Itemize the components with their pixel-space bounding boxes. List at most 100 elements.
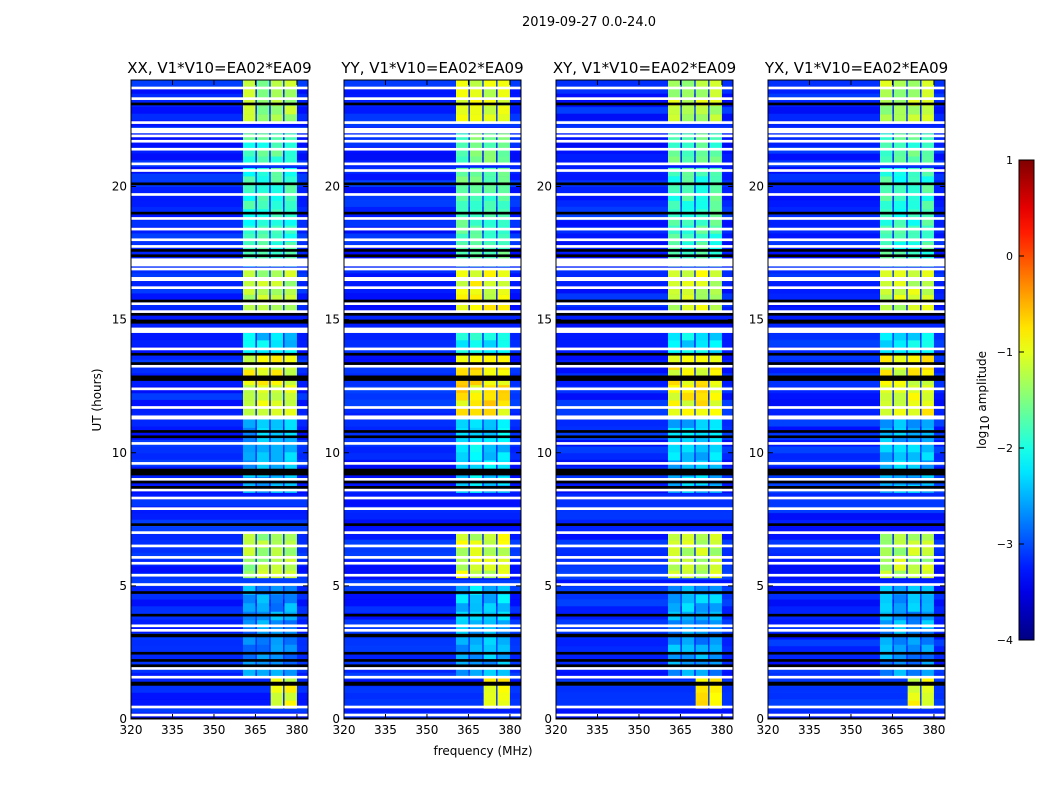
heatmap-cell — [921, 377, 934, 386]
heatmap-cell — [243, 619, 256, 629]
heatmap-cell — [483, 585, 497, 595]
heatmap-row — [344, 525, 521, 534]
heatmap-cell — [907, 619, 921, 629]
heatmap-cell — [243, 294, 256, 304]
heatmap-row — [131, 113, 308, 121]
heatmap-cell — [243, 192, 256, 201]
zero-row — [344, 681, 521, 686]
zero-row — [131, 651, 308, 655]
heatmap-cell — [709, 192, 722, 201]
heatmap-cell — [456, 167, 469, 177]
heatmap-cell — [668, 547, 681, 556]
heatmap-cell — [907, 303, 921, 312]
heatmap-cell — [483, 644, 497, 653]
zero-row — [556, 182, 733, 186]
heatmap-row — [131, 525, 308, 534]
heatmap-cell — [497, 114, 510, 123]
zero-row — [556, 633, 733, 638]
zero-row — [768, 430, 945, 433]
heatmap-row — [344, 426, 521, 434]
heatmap-cell — [483, 148, 497, 157]
heatmap-row — [768, 585, 945, 594]
heatmap-cell — [907, 644, 921, 653]
heatmap-row — [768, 332, 945, 341]
heatmap-cell — [243, 369, 256, 378]
heatmap-cell — [921, 547, 934, 556]
heatmap-cell — [243, 88, 256, 98]
zero-row — [556, 523, 733, 526]
heatmap-cell — [921, 684, 934, 693]
heatmap-cell — [469, 176, 483, 185]
y-tick-label: 0 — [756, 712, 764, 726]
heatmap-cell — [456, 354, 469, 363]
heatmap-cell — [709, 636, 722, 645]
heatmap-cell — [668, 354, 681, 363]
heatmap-cell — [456, 644, 469, 653]
heatmap-cell — [284, 555, 297, 564]
heatmap-cell — [469, 602, 483, 612]
heatmap-cell — [243, 540, 256, 549]
flagged-row — [768, 556, 945, 559]
x-tick-label: 365 — [881, 723, 904, 737]
flagged-row — [131, 406, 308, 409]
flagged-row — [344, 561, 521, 565]
flagged-row — [556, 97, 733, 100]
flagged-row — [556, 162, 733, 166]
flagged-row — [768, 139, 945, 143]
heatmap-cell — [921, 594, 934, 604]
x-tick-label: 380 — [285, 723, 308, 737]
heatmap-cell — [469, 644, 483, 653]
heatmap-cell — [483, 156, 497, 165]
zero-row — [768, 468, 945, 476]
heatmap-row — [131, 592, 308, 600]
heatmap-cell — [907, 452, 921, 461]
heatmap-cell — [256, 602, 270, 612]
heatmap-row — [344, 239, 521, 247]
zero-row — [344, 486, 521, 489]
heatmap-cell — [668, 88, 681, 98]
heatmap-cell — [709, 80, 722, 89]
heatmap-cell — [284, 184, 297, 193]
heatmap-row — [768, 306, 945, 314]
heatmap-cell — [709, 369, 722, 378]
zero-row — [768, 299, 945, 303]
flagged-row — [768, 387, 945, 391]
heatmap-cell — [243, 354, 256, 363]
flagged-row — [344, 442, 521, 445]
heatmap-cell — [893, 354, 907, 363]
heatmap-cell — [880, 277, 893, 287]
heatmap-cell — [709, 269, 722, 278]
heatmap-cell — [907, 700, 921, 709]
y-tick-label: 0 — [544, 712, 552, 726]
heatmap-row — [768, 193, 945, 201]
heatmap-row — [344, 605, 521, 613]
heatmap-cell — [668, 148, 681, 157]
heatmap-cell — [907, 369, 921, 378]
heatmap-cell — [456, 286, 469, 295]
zero-row — [768, 182, 945, 186]
heatmap-cell — [921, 636, 934, 645]
heatmap-cell — [907, 340, 921, 348]
heatmap-cell — [284, 668, 297, 677]
heatmap-cell — [456, 200, 469, 210]
heatmap-cell — [469, 80, 483, 89]
heatmap-row — [131, 419, 308, 427]
heatmap-cell — [243, 233, 256, 243]
heatmap-row — [768, 339, 945, 347]
heatmap-row — [556, 532, 733, 540]
flagged-row — [344, 139, 521, 143]
y-tick-label: 5 — [756, 579, 764, 593]
heatmap-cell — [483, 114, 497, 123]
flagged-row — [344, 667, 521, 670]
heatmap-cell — [256, 354, 270, 363]
heatmap-cell — [893, 400, 907, 409]
heatmap-row — [131, 532, 308, 540]
heatmap-cell — [893, 167, 907, 177]
heatmap-cell — [469, 369, 483, 378]
heatmap-cell — [243, 217, 256, 226]
heatmap-cell — [709, 97, 722, 106]
heatmap-cell — [284, 249, 297, 259]
heatmap-cell — [709, 547, 722, 556]
heatmap-row — [768, 619, 945, 627]
heatmap-row — [556, 645, 733, 653]
